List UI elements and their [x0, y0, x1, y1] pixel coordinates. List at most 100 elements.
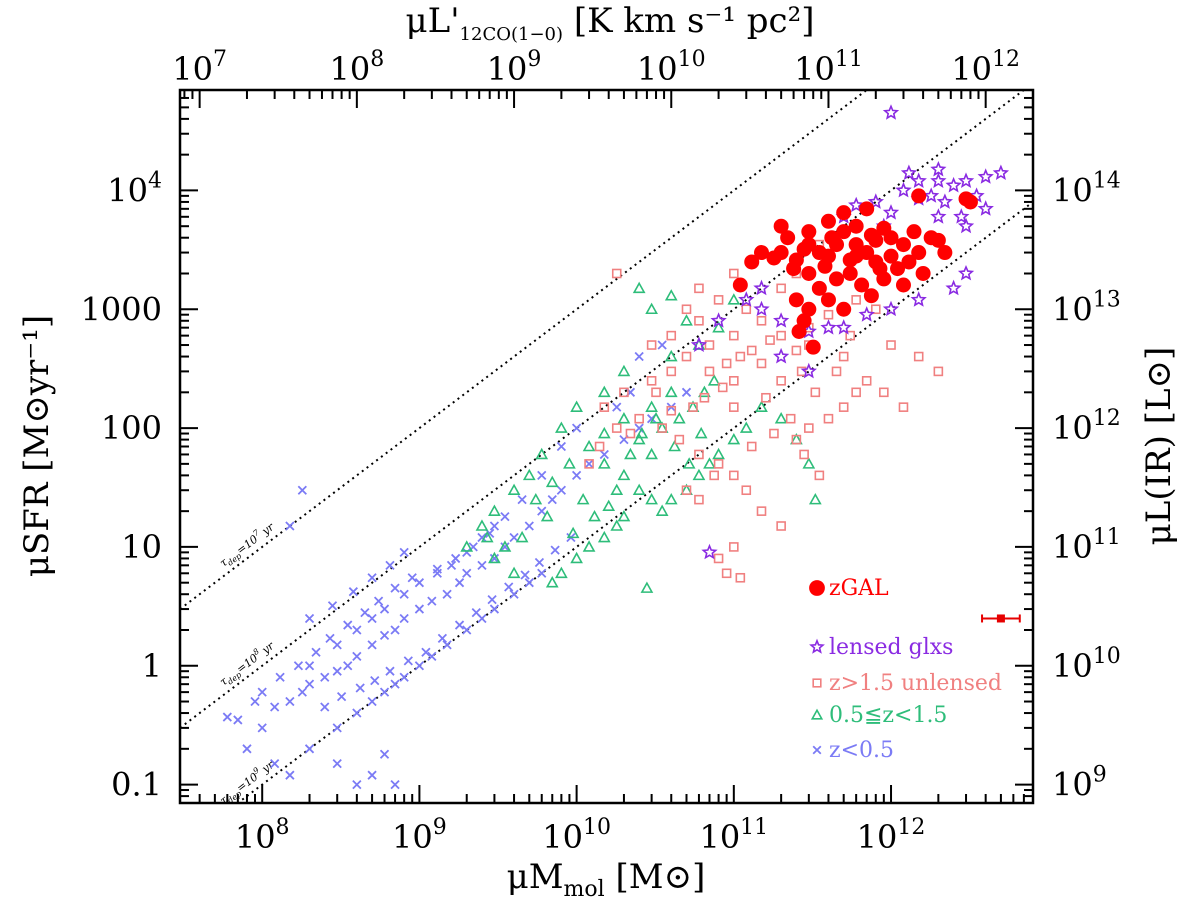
depletion-label-1: τdep=108 yr	[216, 637, 278, 690]
triangle-point-42	[692, 468, 706, 481]
cross-point-11	[352, 651, 362, 661]
cross-point-95	[250, 696, 260, 707]
cross-point-25	[524, 521, 534, 531]
square-point-23	[713, 459, 724, 469]
circle-point-31	[890, 261, 906, 277]
cross-point-63	[477, 532, 487, 543]
circle-point-11	[911, 245, 927, 261]
star-point-26	[753, 300, 770, 317]
x-top-tick-label-4-mantissa: 10	[794, 50, 835, 88]
triangle-point-12	[535, 447, 549, 460]
square-point-47	[870, 304, 881, 315]
y-right-tick-label-0-exponent: 9	[1093, 763, 1107, 788]
triangle-point-7	[664, 349, 678, 362]
circle-point-47	[962, 194, 978, 210]
square-point-58	[625, 428, 636, 439]
square-point-70	[688, 402, 698, 412]
triangle-point-74	[480, 530, 494, 543]
triangle-point-36	[774, 412, 788, 424]
legend: zGAL lensed glxs z>1.5 unlensed 0.5≦z<1.5 z<…	[809, 576, 1002, 763]
circle-point-6	[848, 237, 864, 253]
triangle-point-16	[475, 519, 489, 531]
cross-point-76	[571, 423, 582, 433]
x-tick-label-1-exponent: 9	[433, 815, 447, 840]
ticks-right	[1015, 89, 1033, 804]
x-tick-label-2-mantissa: 10	[542, 818, 583, 856]
circle-point-29	[863, 288, 879, 304]
legend-label-0: zGAL	[829, 576, 889, 601]
circle-point-35	[801, 301, 817, 317]
x-tick-label-3: 1011	[699, 815, 768, 856]
x-top-tick-label-3-mantissa: 10	[637, 50, 678, 88]
star-point-10	[848, 196, 865, 213]
cross-point-10	[343, 661, 353, 671]
triangle-point-50	[698, 385, 711, 398]
star-point-35	[936, 193, 954, 209]
triangle-point-38	[739, 421, 753, 433]
x-top-axis-title-sub: 12CO(1−0)	[460, 24, 563, 45]
cross-point-80	[500, 511, 510, 522]
star-point-34	[930, 172, 947, 189]
depletion-label-exp-0: 7	[251, 527, 261, 538]
x-tick-label-0-exponent: 8	[276, 815, 290, 840]
triangle-point-24	[655, 504, 669, 516]
square-point-77	[709, 470, 719, 481]
x-axis-title-unit: [M⊙]	[616, 857, 706, 897]
triangle-point-9	[597, 385, 611, 398]
depletion-lines	[180, 90, 1033, 803]
cross-point-13	[379, 630, 390, 641]
y-tick-label-5: 104	[107, 168, 162, 209]
square-point-75	[785, 413, 796, 424]
cross-point-78	[537, 470, 547, 481]
square-point-29	[713, 553, 724, 564]
cross-point-7	[304, 679, 315, 689]
cross-point-74	[612, 402, 622, 412]
circle-point-25	[811, 280, 827, 296]
triangle-point-52	[664, 385, 678, 398]
cross-point-57	[379, 604, 390, 614]
x-top-tick-label-1-exponent: 8	[370, 47, 384, 72]
depletion-line-1	[180, 90, 1026, 729]
triangle-point-37	[755, 400, 768, 412]
square-point-41	[776, 376, 786, 386]
cross-point-117	[399, 547, 409, 557]
star-point-29	[690, 336, 708, 352]
cross-point-5	[285, 696, 295, 707]
legend-marker-4	[812, 745, 822, 755]
depletion-label-unit-1: yr	[257, 639, 277, 659]
legend-label-4: z<0.5	[829, 738, 894, 763]
cross-point-27	[547, 495, 557, 505]
square-point-45	[823, 309, 834, 320]
star-point-38	[900, 164, 918, 180]
cross-point-26	[537, 506, 547, 516]
circle-point-22	[732, 277, 748, 293]
square-point-81	[814, 470, 825, 481]
triangle-point-27	[597, 530, 611, 543]
square-point-0	[611, 268, 622, 279]
square-point-24	[729, 470, 739, 481]
triangle-point-28	[582, 540, 596, 552]
triangle-point-63	[668, 439, 681, 452]
cross-point-41	[379, 687, 390, 697]
cross-point-9	[332, 666, 342, 676]
square-point-37	[861, 376, 872, 386]
triangle-point-72	[515, 530, 529, 543]
circle-point-21	[744, 254, 760, 270]
x-top-tick-label-3-exponent: 10	[678, 47, 706, 72]
cross-point-91	[311, 647, 321, 657]
circle-point-44	[883, 248, 899, 264]
square-point-40	[729, 402, 739, 412]
square-point-6	[776, 330, 786, 341]
circle-point-24	[801, 265, 817, 281]
triangle-point-23	[645, 492, 658, 505]
triangle-point-13	[522, 468, 536, 481]
cross-point-115	[367, 573, 377, 583]
cross-point-101	[403, 656, 413, 666]
triangle-point-22	[632, 483, 646, 496]
cross-point-109	[534, 557, 545, 568]
square-point-5	[756, 315, 767, 326]
circle-point-59	[796, 241, 812, 257]
square-point-35	[838, 402, 849, 412]
triangle-point-18	[488, 551, 501, 564]
